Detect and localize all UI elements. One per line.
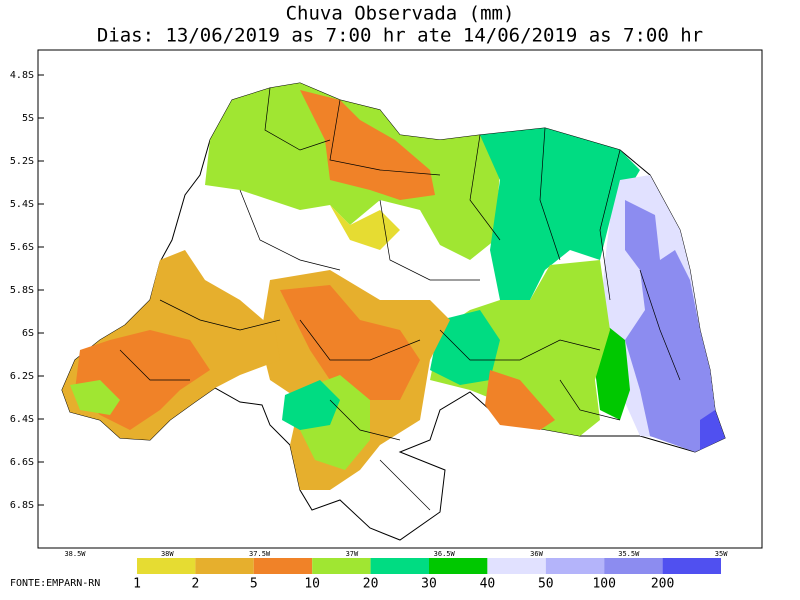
lat-label: 5.4S — [10, 199, 34, 210]
subtitle: Dias: 13/06/2019 as 7:00 hr ate 14/06/20… — [97, 25, 703, 47]
lon-label: 36W — [530, 550, 543, 558]
lat-label: 6.2S — [10, 371, 34, 382]
colorbar-box — [253, 558, 313, 574]
lon-label: 35W — [715, 550, 728, 558]
lon-label: 35.5W — [618, 550, 640, 558]
title: Chuva Observada (mm) — [286, 3, 515, 25]
lon-label: 37W — [346, 550, 359, 558]
colorbar-label: 2 — [191, 577, 199, 592]
colorbar: 1 2 5 10 20 30 40 50 100 200 — [133, 558, 721, 592]
colorbar-box — [545, 558, 605, 574]
rain-patch — [430, 260, 610, 436]
colorbar-box — [370, 558, 429, 574]
rain-patch — [700, 410, 725, 450]
colorbar-label: 30 — [421, 577, 437, 592]
colorbar-box — [487, 558, 546, 574]
colorbar-label: 10 — [304, 577, 320, 592]
colorbar-label: 200 — [651, 577, 674, 592]
lon-label: 38W — [161, 550, 174, 558]
source: FONTE:EMPARN-RN — [10, 578, 100, 589]
lat-label: 5S — [22, 113, 34, 124]
rain-patch — [280, 285, 420, 400]
colorbar-label: 50 — [538, 577, 554, 592]
lon-labels: 38.5W 38W 37.5W 37W 36.5W 36W 35.5W 35W — [64, 550, 728, 558]
lat-label: 5.6S — [10, 242, 34, 253]
colorbar-box — [137, 558, 196, 574]
colorbar-box — [195, 558, 254, 574]
lon-label: 36.5W — [434, 550, 456, 558]
colorbar-box — [429, 558, 488, 574]
lat-label: 6.4S — [10, 414, 34, 425]
rain-patch — [625, 200, 725, 452]
rain-patch — [282, 380, 340, 430]
lat-label: 6S — [22, 328, 34, 339]
rain-patch — [430, 310, 500, 385]
rain-patch — [70, 380, 120, 415]
colorbar-label: 40 — [480, 577, 496, 592]
colorbar-label: 1 — [133, 577, 141, 592]
colorbar-box — [662, 558, 721, 574]
lat-label: 5.8S — [10, 285, 34, 296]
rain-patch — [485, 370, 555, 430]
state-map — [61, 82, 726, 541]
rain-patch — [480, 128, 640, 300]
colorbar-label: 20 — [363, 577, 379, 592]
lat-label: 5.2S — [10, 156, 34, 167]
lon-label: 37.5W — [249, 550, 271, 558]
lon-label: 38.5W — [64, 550, 86, 558]
rain-patch — [300, 90, 435, 200]
colorbar-label: 5 — [250, 577, 258, 592]
lat-label: 6.6S — [10, 457, 34, 468]
lat-labels: 4.8S 5S 5.2S 5.4S 5.6S 5.8S 6S 6.2S 6.4S 6.6S 6.8S — [10, 70, 44, 511]
lat-label: 4.8S — [10, 70, 34, 81]
map-frame — [37, 49, 763, 549]
colorbar-label: 100 — [592, 577, 615, 592]
colorbar-box — [312, 558, 371, 574]
lat-label: 6.8S — [10, 500, 34, 511]
colorbar-box — [604, 558, 663, 574]
